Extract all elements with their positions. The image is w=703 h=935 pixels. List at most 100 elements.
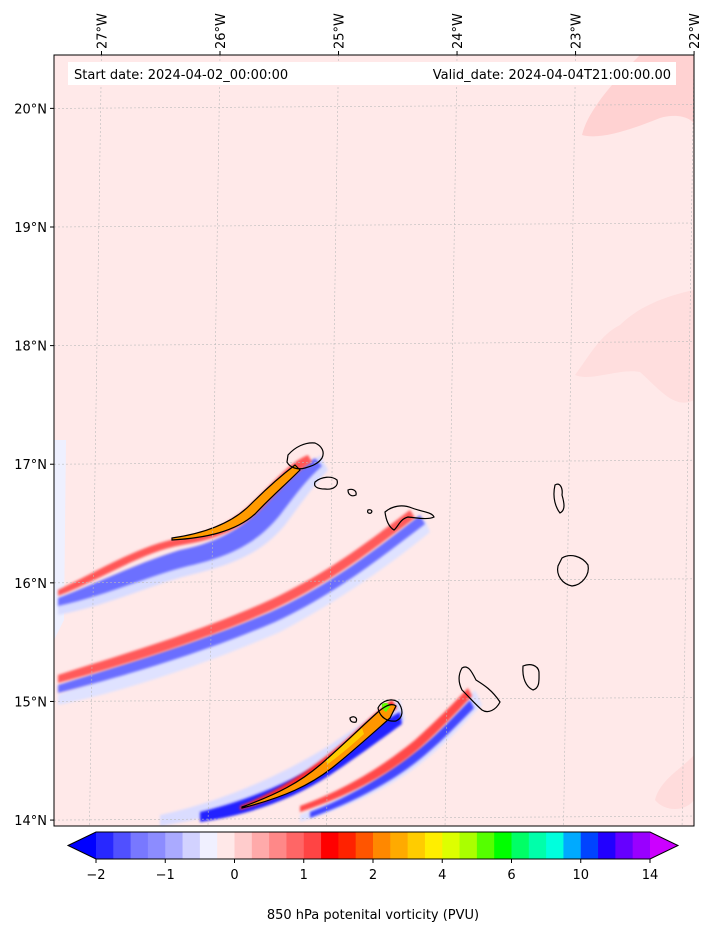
colorbar-segment xyxy=(424,832,443,859)
lat-tick-label: 18°N xyxy=(14,340,47,355)
grid-line-lon xyxy=(207,55,221,826)
colorbar-tick-label: −2 xyxy=(86,868,105,883)
colorbar-segment xyxy=(580,832,599,859)
colorbar-extend-min xyxy=(68,832,96,859)
colorbar-segment xyxy=(615,832,634,859)
colorbar-segment xyxy=(234,832,253,859)
colorbar-tick-labels: −2 −1 0 1 2 4 6 10 14 xyxy=(86,859,658,883)
coastline-santiago xyxy=(458,666,501,713)
grid-line-lat xyxy=(54,341,694,346)
island-coastlines xyxy=(286,442,589,723)
pv-patch-east xyxy=(575,290,694,403)
graticule-grid xyxy=(54,55,694,826)
colorbar-segment xyxy=(511,832,530,859)
lat-tick-label: 19°N xyxy=(14,221,47,236)
coastline-santa-luzia-west xyxy=(367,509,373,514)
colorbar-segment xyxy=(217,832,235,859)
coastline-boa-vista xyxy=(557,555,589,587)
coastline-sao-vicente xyxy=(313,476,338,490)
coastline-fogo xyxy=(377,699,403,722)
coastline-santa-luzia xyxy=(347,488,357,497)
coastline-sal xyxy=(553,483,565,514)
grid-line-lon xyxy=(444,55,458,826)
colorbar-segment xyxy=(407,832,426,859)
lat-tick-label: 17°N xyxy=(14,458,47,473)
colorbar-segment xyxy=(355,832,374,859)
colorbar-extend-max xyxy=(650,832,678,859)
coastline-santo-antao xyxy=(286,442,324,470)
colorbar-segment xyxy=(390,832,409,859)
colorbar-tick-label: 14 xyxy=(642,868,659,883)
colorbar-tick-label: 0 xyxy=(230,868,238,883)
header-annotation-box: Start date: 2024-04-02_00:00:00 Valid_da… xyxy=(68,62,676,85)
colorbar-tick-label: 2 xyxy=(369,868,377,883)
grid-line-lon xyxy=(326,55,339,826)
lat-tick-label: 15°N xyxy=(14,695,47,710)
lon-tick-label: 22°W xyxy=(688,13,703,49)
colorbar-segment xyxy=(476,832,495,859)
colorbar-segment xyxy=(546,832,564,859)
lat-tick-label: 16°N xyxy=(14,577,47,592)
colorbar-segment xyxy=(632,832,651,859)
colorbar-tick-label: 6 xyxy=(507,868,515,883)
lat-tick-label: 20°N xyxy=(14,102,47,117)
start-date-label: Start date: 2024-04-02_00:00:00 xyxy=(74,68,288,83)
coastline-maio xyxy=(522,664,540,691)
colorbar-segment xyxy=(494,832,512,859)
grid-line-lat xyxy=(54,578,694,584)
colorbar-segment xyxy=(113,832,132,859)
grid-line-lat xyxy=(54,104,694,109)
grid-line-lon xyxy=(89,55,102,826)
colorbar-tick-label: 4 xyxy=(438,868,446,883)
pv-field xyxy=(54,55,694,826)
coastline-sao-nicolau xyxy=(384,505,435,531)
colorbar-segment xyxy=(373,832,391,859)
colorbar-segment xyxy=(303,832,322,859)
lon-tick-label: 23°W xyxy=(570,13,585,49)
grid-line-lon xyxy=(681,55,694,826)
lat-tick-label: 14°N xyxy=(14,814,47,829)
coastline-brava xyxy=(349,716,358,723)
streamer-sao-nicolau xyxy=(58,510,430,705)
colorbar-segment xyxy=(96,832,114,859)
streamer-santo-antao xyxy=(58,455,328,615)
lon-tick-label: 25°W xyxy=(333,13,348,49)
grid-line-lat xyxy=(54,815,694,821)
colorbar-segment xyxy=(321,832,339,859)
lon-tick-label: 24°W xyxy=(451,13,466,49)
colorbar-segment xyxy=(528,832,547,859)
colorbar-segment xyxy=(563,832,582,859)
colorbar-segment xyxy=(459,832,478,859)
grid-line-lat xyxy=(54,222,694,228)
lon-tick-label: 26°W xyxy=(214,13,229,49)
colorbar-tick-label: −1 xyxy=(156,868,175,883)
colorbar xyxy=(66,831,680,860)
longitude-axis: 27°W 26°W 25°W 24°W 23°W 22°W xyxy=(95,13,703,55)
colorbar-segment xyxy=(286,832,305,859)
valid-date-label: Valid_date: 2024-04-04T21:00:00.00 xyxy=(433,68,671,83)
colorbar-title: 850 hPa potenital vorticity (PVU) xyxy=(267,908,479,923)
colorbar-tick-label: 1 xyxy=(300,868,308,883)
pv-patch-southeast xyxy=(655,755,694,809)
colorbar-segment xyxy=(199,832,218,859)
grid-line-lon xyxy=(563,55,576,826)
colorbar-segment xyxy=(147,832,166,859)
colorbar-segment xyxy=(442,832,461,859)
colorbar-segment xyxy=(130,832,149,859)
lon-tick-label: 27°W xyxy=(95,13,110,49)
grid-line-lat xyxy=(54,459,694,465)
colorbar-segment xyxy=(165,832,184,859)
map-background xyxy=(54,55,694,826)
map-frame xyxy=(53,54,695,827)
colorbar-segment xyxy=(598,832,616,859)
grid-line-lat xyxy=(54,697,694,702)
colorbar-segment xyxy=(251,832,270,859)
colorbar-segment xyxy=(338,832,357,859)
header-box-background xyxy=(68,62,676,85)
colorbar-tick-label: 10 xyxy=(572,868,589,883)
streamer-fogo xyxy=(300,688,482,822)
colorbar-segment xyxy=(269,832,287,859)
colorbar-segment xyxy=(182,832,201,859)
latitude-axis: 20°N 19°N 18°N 17°N 16°N 15°N 14°N xyxy=(14,102,54,829)
